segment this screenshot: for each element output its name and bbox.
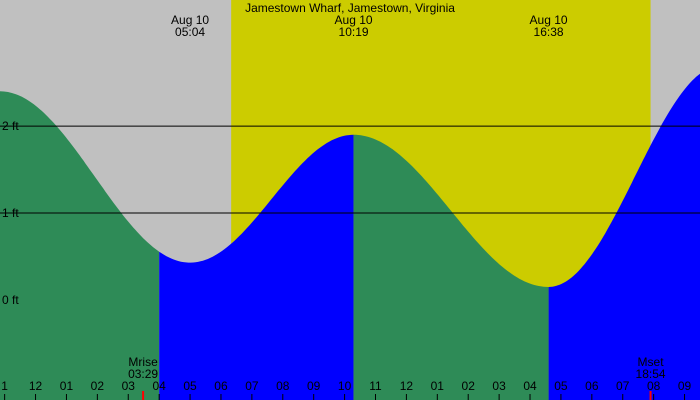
x-tick-label: 03 <box>122 379 136 393</box>
falling-tide-area <box>353 134 549 400</box>
x-tick-label: 10 <box>338 379 352 393</box>
x-tick-label: 04 <box>523 379 537 393</box>
moon-event-time: 18:54 <box>636 367 666 381</box>
x-tick-label: 06 <box>214 379 228 393</box>
x-tick-label: 11 <box>369 379 382 393</box>
tide-time-label: 05:04 <box>175 25 205 39</box>
tide-date-label: Aug 10 <box>171 13 209 27</box>
x-tick-label: 09 <box>307 379 321 393</box>
x-tick-label: 02 <box>462 379 476 393</box>
x-tick-label: 12 <box>400 379 414 393</box>
x-tick-label: 08 <box>276 379 290 393</box>
moon-event-time: 03:29 <box>128 367 158 381</box>
gridlines <box>0 125 700 214</box>
x-tick-label: 07 <box>245 379 259 393</box>
x-tick-label: 01 <box>60 379 74 393</box>
tide-date-label: Aug 10 <box>530 13 568 27</box>
falling-tide-area <box>0 91 160 400</box>
x-tick-label: 05 <box>183 379 197 393</box>
tide-areas <box>0 73 700 400</box>
moon-event-name: Mset <box>638 355 665 369</box>
x-tick-label: 06 <box>585 379 599 393</box>
x-tick-label: 04 <box>152 379 166 393</box>
x-axis-ticks: 1 12 01 02 03 04 05 06 07 08 09 10 11 12 01 02 03 04 05 06 0… <box>1 379 692 400</box>
rising-tide-area <box>548 73 700 400</box>
x-tick-label: 02 <box>91 379 105 393</box>
tide-date-label: Aug 10 <box>335 13 373 27</box>
x-tick-label: 09 <box>678 379 692 393</box>
x-tick-label: 1 <box>1 379 8 393</box>
x-tick-label: 07 <box>616 379 630 393</box>
y-tick-label: 0 ft <box>2 293 19 307</box>
y-axis-ticks: 0 ft 1 ft 2 ft <box>2 119 19 307</box>
chart-title: Jamestown Wharf, Jamestown, Virginia <box>245 1 455 15</box>
rising-tide-area <box>159 134 354 400</box>
y-tick-label: 1 ft <box>2 206 19 220</box>
x-tick-label: 03 <box>492 379 506 393</box>
y-tick-label: 2 ft <box>2 119 19 133</box>
x-tick-label: 08 <box>647 379 661 393</box>
x-tick-label: 12 <box>29 379 43 393</box>
moon-event-name: Mrise <box>128 355 158 369</box>
x-tick-label: 01 <box>431 379 445 393</box>
tide-time-label: 10:19 <box>339 25 369 39</box>
tide-time-label: 16:38 <box>534 25 564 39</box>
x-tick-label: 05 <box>554 379 568 393</box>
